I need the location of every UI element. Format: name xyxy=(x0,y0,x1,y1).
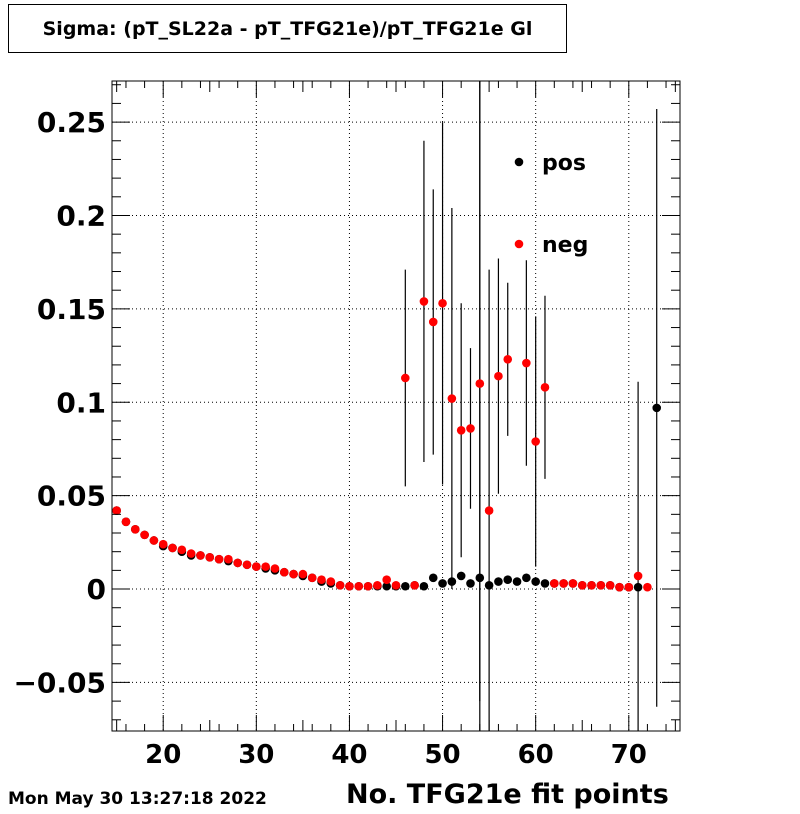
data-point-neg xyxy=(522,358,531,368)
legend-label-neg: neg xyxy=(542,233,588,258)
data-point-neg xyxy=(242,560,252,570)
data-point-pos xyxy=(652,403,662,413)
data-point-neg xyxy=(205,552,215,562)
data-point-neg xyxy=(317,575,326,585)
data-point-pos xyxy=(382,581,391,591)
data-point-neg xyxy=(326,577,336,586)
legend-marker-pos xyxy=(514,157,524,167)
data-point-neg xyxy=(484,506,494,515)
data-point-neg xyxy=(531,437,540,446)
data-point-neg xyxy=(540,383,550,392)
data-point-neg xyxy=(503,355,513,364)
data-point-neg xyxy=(438,298,447,308)
data-point-neg xyxy=(270,564,280,573)
data-point-pos xyxy=(438,579,447,588)
data-point-neg xyxy=(196,551,205,560)
legend-marker-neg xyxy=(514,239,524,249)
data-point-pos xyxy=(540,579,550,588)
data-point-neg xyxy=(456,425,466,435)
data-point-neg xyxy=(214,554,224,564)
data-point-neg xyxy=(121,517,131,527)
data-point-neg xyxy=(252,562,261,571)
data-point-pos xyxy=(512,577,522,586)
data-point-pos xyxy=(522,573,531,583)
x-tick-label: 30 xyxy=(238,740,274,770)
data-point-neg xyxy=(428,317,438,327)
data-point-neg xyxy=(186,549,196,558)
data-point-pos xyxy=(456,571,466,581)
data-point-neg xyxy=(373,581,382,590)
x-tick-label: 60 xyxy=(518,740,554,770)
data-series xyxy=(112,81,662,731)
data-point-pos xyxy=(428,573,438,583)
data-point-pos xyxy=(503,575,513,585)
data-point-neg xyxy=(168,543,177,553)
chart-title: Sigma: (pT_SL22a - pT_TFG21e)/pT_TFG21e … xyxy=(8,4,567,53)
plot-frame xyxy=(111,80,681,732)
data-point-neg xyxy=(633,571,643,581)
data-point-neg xyxy=(140,530,149,540)
data-point-neg xyxy=(279,567,289,577)
data-point-neg xyxy=(149,536,159,545)
data-point-neg xyxy=(335,581,345,590)
y-tick-label: 0 xyxy=(87,573,106,606)
y-tick-label: 0.05 xyxy=(37,480,106,513)
data-point-neg xyxy=(615,582,624,592)
data-point-neg xyxy=(466,424,475,433)
data-point-neg xyxy=(475,379,485,388)
data-point-neg xyxy=(643,582,652,592)
y-tick-label: −0.05 xyxy=(13,666,106,699)
data-point-neg xyxy=(401,373,410,383)
data-point-pos xyxy=(531,577,540,586)
data-point-neg xyxy=(559,579,568,588)
data-point-neg xyxy=(577,581,587,590)
x-tick-label: 40 xyxy=(331,740,367,770)
data-point-neg xyxy=(605,581,615,590)
x-tick-label: 50 xyxy=(424,740,460,770)
data-point-neg xyxy=(410,581,419,590)
data-point-neg xyxy=(382,575,391,585)
data-point-neg xyxy=(587,581,596,590)
grid xyxy=(112,81,680,731)
data-point-neg xyxy=(391,581,401,590)
data-point-neg xyxy=(345,581,354,591)
data-point-pos xyxy=(633,582,643,592)
data-point-neg xyxy=(158,539,168,549)
legend: pos neg xyxy=(514,151,588,258)
y-tick-label: 0.25 xyxy=(37,106,106,139)
data-point-neg xyxy=(354,581,364,591)
data-point-neg xyxy=(289,569,298,579)
data-point-neg xyxy=(549,579,559,588)
data-point-neg xyxy=(596,581,606,590)
data-point-pos xyxy=(419,581,429,591)
x-axis-label: No. TFG21e fit points xyxy=(346,779,669,810)
y-tick-label: 0.15 xyxy=(37,293,106,326)
axes: 20 30 40 50 60 70 −0.05 0 0.05 0.1 0.15 0.2 0.25 xyxy=(13,81,680,770)
legend-label-pos: pos xyxy=(542,151,586,176)
timestamp: Mon May 30 13:27:18 2022 xyxy=(8,789,267,809)
data-point-pos xyxy=(466,579,475,588)
data-point-neg xyxy=(298,569,308,579)
data-point-neg xyxy=(624,582,634,592)
data-point-neg xyxy=(307,573,317,583)
x-tick-label: 70 xyxy=(611,740,647,770)
data-point-neg xyxy=(363,581,373,591)
data-point-neg xyxy=(494,371,503,381)
data-point-neg xyxy=(112,506,121,515)
data-point-neg xyxy=(261,562,270,571)
data-point-neg xyxy=(130,524,140,534)
data-point-neg xyxy=(224,554,233,564)
data-point-neg xyxy=(419,297,429,306)
data-point-neg xyxy=(233,558,243,568)
data-point-neg xyxy=(568,579,578,588)
data-point-neg xyxy=(447,394,457,403)
data-point-pos xyxy=(494,577,503,586)
y-tick-label: 0.2 xyxy=(56,199,106,232)
data-point-pos xyxy=(401,581,410,591)
x-tick-label: 20 xyxy=(145,740,181,770)
y-tick-label: 0.1 xyxy=(56,386,106,419)
data-point-neg xyxy=(177,545,187,555)
